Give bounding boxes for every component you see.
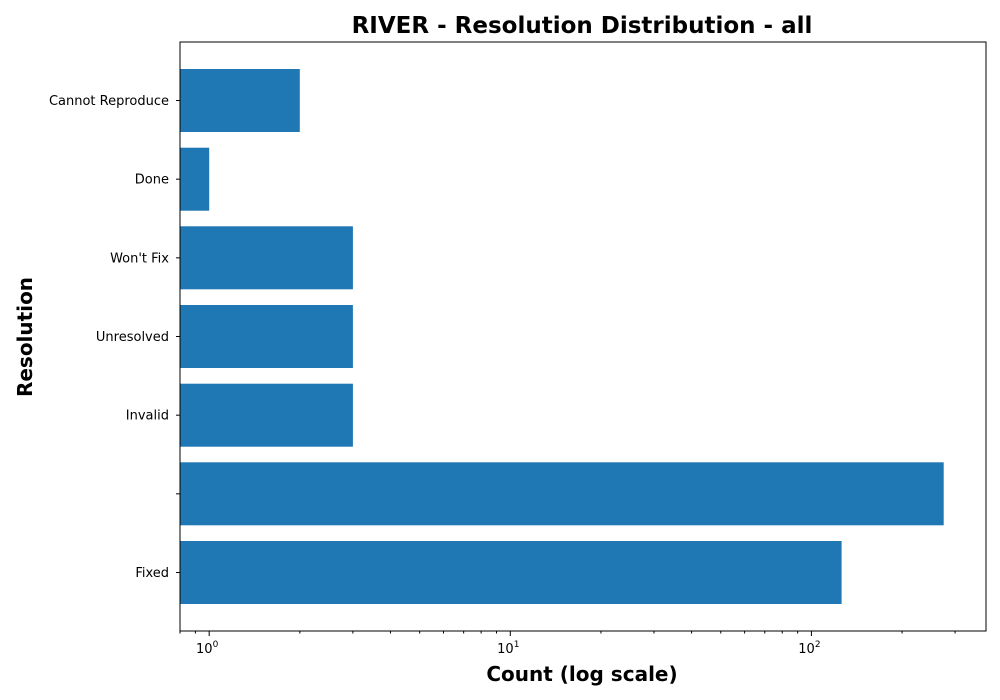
bar-5 [180,147,210,211]
y-tick-label-3: Unresolved [96,330,169,345]
x-axis-label: Count (log scale) [486,662,677,686]
y-axis-ticks: Fixed Invalid Unresolved Won't Fix Done Canno… [49,94,180,581]
y-tick-label-6: Cannot Reproduce [49,94,169,109]
bars-group [180,69,944,604]
bar-2 [180,383,353,447]
x-tick-label-2: 102 [798,640,820,657]
bar-4 [180,226,353,290]
y-tick-label-5: Done [135,173,169,188]
x-axis-ticks: 100 101 102 [179,631,956,657]
bar-1 [180,462,944,526]
y-tick-label-4: Won't Fix [110,251,169,266]
y-tick-label-0: Fixed [135,566,169,581]
x-tick-label-1: 101 [497,640,519,657]
chart-title: RIVER - Resolution Distribution - all [352,13,813,39]
plot-frame [179,41,987,632]
y-axis-label: Resolution [13,277,37,397]
x-tick-label-0: 100 [196,640,219,657]
y-tick-label-2: Invalid [126,409,169,424]
bar-3 [180,305,353,368]
bar-0 [180,541,842,604]
bar-6 [180,69,300,132]
